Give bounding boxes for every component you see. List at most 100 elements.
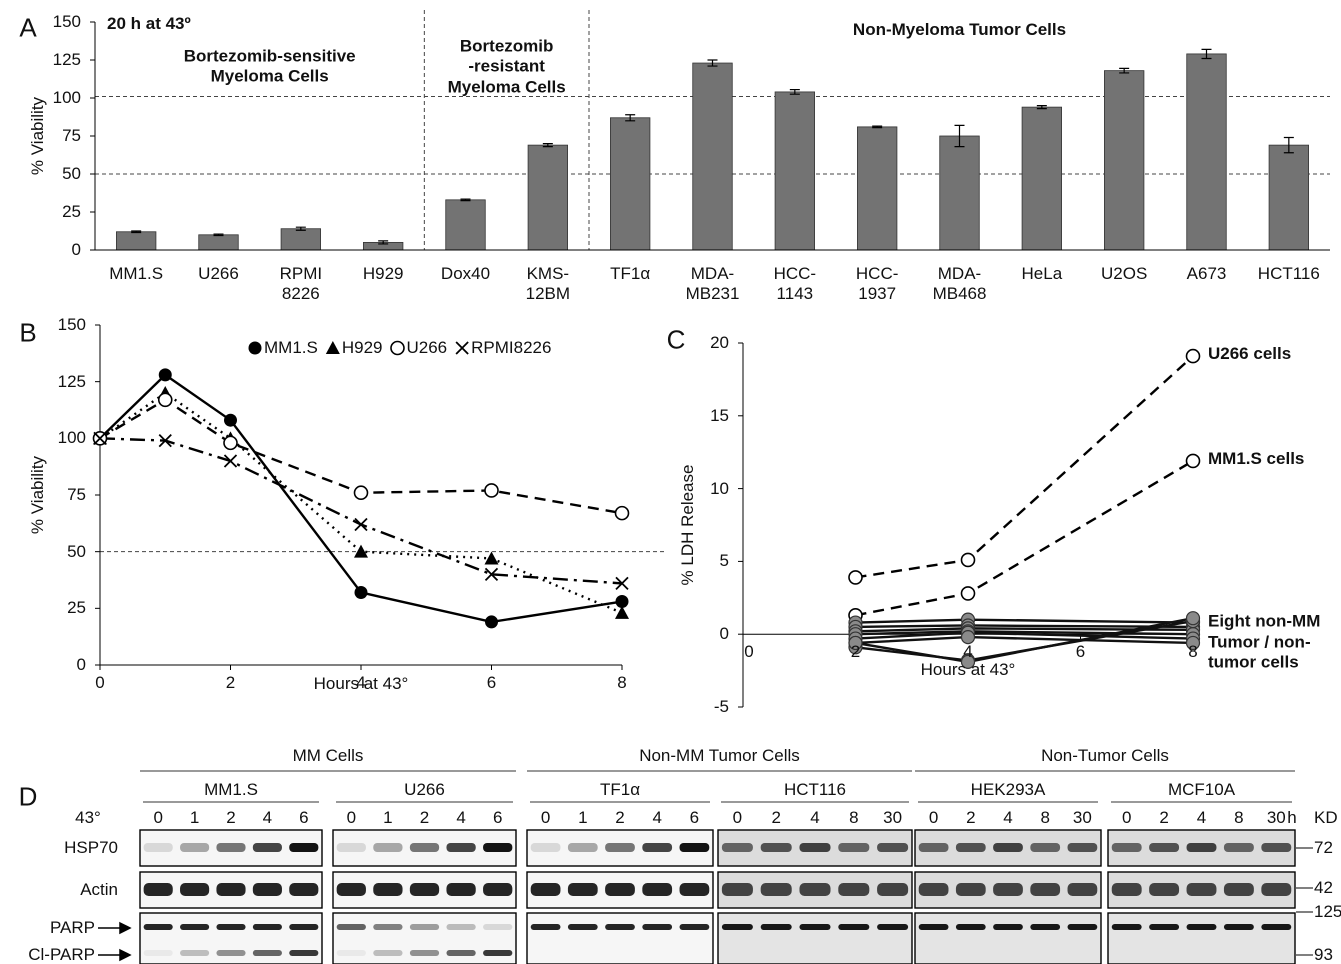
time-unit-label: h	[1287, 808, 1296, 828]
group-label: MM Cells	[293, 746, 364, 766]
x-tick-label: KMS- 12BM	[526, 264, 570, 305]
time-label: 2	[771, 808, 780, 828]
x-tick-label: MDA- MB468	[933, 264, 987, 305]
x-tick-label: HCC- 1937	[856, 264, 899, 305]
y-tick-label: 5	[720, 551, 729, 571]
y-tick-label: 125	[53, 50, 81, 70]
y-tick-label: 25	[67, 598, 86, 618]
marker	[159, 368, 172, 381]
band	[1068, 843, 1098, 852]
y-tick-label: 150	[53, 12, 81, 32]
series-line	[856, 620, 1194, 623]
bar	[528, 145, 568, 250]
group-label: Non-Myeloma Tumor Cells	[853, 20, 1066, 40]
band	[761, 883, 792, 896]
band	[1224, 924, 1254, 930]
x-tick-label: 0	[95, 673, 104, 693]
band	[289, 883, 318, 896]
time-label: 4	[1003, 808, 1012, 828]
band	[1187, 883, 1217, 896]
blot-box	[915, 913, 1101, 964]
band	[446, 950, 475, 956]
y-tick-label: 20	[710, 333, 729, 353]
bar	[940, 136, 980, 250]
x-axis-label: Hours at 43°	[921, 660, 1016, 680]
group-label: Bortezomib -resistant Myeloma Cells	[448, 36, 566, 97]
band	[642, 883, 672, 896]
marker	[326, 341, 340, 354]
row-label: Actin	[80, 880, 118, 900]
band	[877, 883, 908, 896]
band	[1187, 843, 1217, 852]
y-tick-label: 75	[62, 126, 81, 146]
kd-label: 125	[1314, 902, 1341, 922]
x-tick-label: 8	[1188, 642, 1197, 662]
x-tick-label: 2	[226, 673, 235, 693]
band	[919, 924, 949, 930]
x-tick-label: RPMI 8226	[280, 264, 323, 305]
band	[446, 924, 475, 930]
band	[761, 924, 792, 930]
time-label: 0	[347, 808, 356, 828]
row-label: Cl-PARP	[28, 945, 95, 964]
cell-line-label: HEK293A	[971, 780, 1046, 800]
kd-label: 93	[1314, 945, 1333, 964]
band	[838, 924, 869, 930]
band	[1112, 924, 1142, 930]
band	[1112, 843, 1142, 852]
time-label: 2	[420, 808, 429, 828]
band	[483, 843, 512, 852]
x-tick-label: 6	[1076, 642, 1085, 662]
marker	[485, 615, 498, 628]
x-tick-label: HeLa	[1022, 264, 1063, 284]
band	[1187, 924, 1217, 930]
cell-line-label: MCF10A	[1168, 780, 1235, 800]
legend-label: RPMI8226	[471, 338, 551, 358]
band	[216, 950, 245, 956]
band	[483, 950, 512, 956]
y-tick-label: 25	[62, 202, 81, 222]
blot-box	[527, 913, 713, 964]
band	[1030, 843, 1060, 852]
blot-box	[333, 913, 516, 964]
x-tick-label: 8	[617, 673, 626, 693]
x-tick-label: H929	[363, 264, 404, 284]
band	[216, 843, 245, 852]
band	[605, 883, 635, 896]
marker	[615, 606, 629, 619]
y-tick-label: 150	[58, 315, 86, 335]
band	[1030, 883, 1060, 896]
marker	[1187, 350, 1200, 363]
blot-box	[718, 913, 912, 964]
band	[799, 843, 830, 852]
group-label: Non-Tumor Cells	[1041, 746, 1169, 766]
row-arrow	[98, 950, 130, 960]
time-label: 0	[153, 808, 162, 828]
band	[642, 924, 672, 930]
time-label: 0	[541, 808, 550, 828]
time-label: 4	[1197, 808, 1206, 828]
y-tick-label: 50	[62, 164, 81, 184]
band	[877, 924, 908, 930]
y-tick-label: 0	[72, 240, 81, 260]
band	[799, 924, 830, 930]
band	[180, 883, 209, 896]
band	[1068, 924, 1098, 930]
panel-label: B	[19, 317, 36, 348]
band	[680, 883, 710, 896]
band	[289, 950, 318, 956]
band	[568, 843, 598, 852]
band	[410, 843, 439, 852]
band	[680, 924, 710, 930]
marker	[485, 484, 498, 497]
band	[253, 950, 282, 956]
time-label: 1	[383, 808, 392, 828]
band	[722, 843, 753, 852]
blot-box	[140, 913, 322, 964]
time-label: 2	[226, 808, 235, 828]
band	[605, 924, 635, 930]
time-label: 30	[1267, 808, 1286, 828]
cell-line-label: U266	[404, 780, 445, 800]
series-line	[856, 461, 1194, 615]
band	[993, 883, 1023, 896]
